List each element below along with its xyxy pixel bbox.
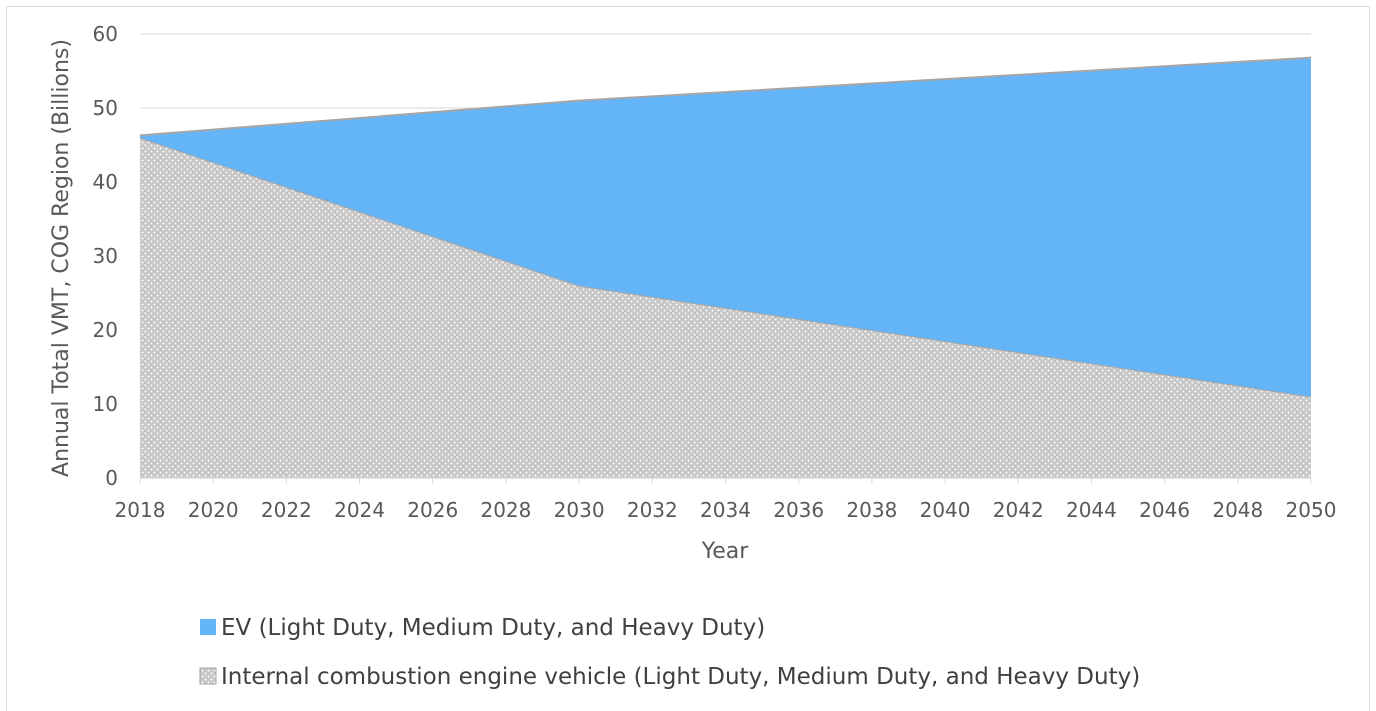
legend-swatch [199, 667, 217, 685]
x-tick-label: 2022 [261, 498, 312, 522]
x-tick-label: 2032 [627, 498, 678, 522]
x-tick-label: 2040 [920, 498, 971, 522]
y-tick-label: 40 [93, 170, 118, 194]
x-tick-label: 2026 [407, 498, 458, 522]
x-tick-label: 2036 [773, 498, 824, 522]
area-series-ev [140, 57, 1311, 397]
area-series [139, 56, 1312, 478]
y-axis-title: Annual Total VMT, COG Region (Billions) [49, 39, 74, 477]
y-tick-label: 50 [93, 96, 118, 120]
x-tick-label: 2034 [700, 498, 751, 522]
legend-swatch [200, 619, 216, 635]
x-tick-label: 2038 [846, 498, 897, 522]
legend: EV (Light Duty, Medium Duty, and Heavy D… [199, 615, 1140, 690]
x-tick-label: 2020 [188, 498, 239, 522]
y-tick-label: 10 [93, 392, 118, 416]
x-tick-label: 2048 [1212, 498, 1263, 522]
y-tick-label: 0 [105, 466, 118, 490]
y-tick-label: 30 [93, 244, 118, 268]
area-series-ice [140, 137, 1311, 478]
x-tick-label: 2046 [1139, 498, 1190, 522]
x-tick-label: 2042 [993, 498, 1044, 522]
x-tick-label: 2018 [115, 498, 166, 522]
x-tick-label: 2044 [1066, 498, 1117, 522]
legend-label: Internal combustion engine vehicle (Ligh… [221, 664, 1140, 690]
x-tick-label: 2024 [334, 498, 385, 522]
y-tick-label: 60 [93, 22, 118, 46]
y-tick-label: 20 [93, 318, 118, 342]
x-tick-label: 2050 [1286, 498, 1337, 522]
legend-label: EV (Light Duty, Medium Duty, and Heavy D… [221, 615, 765, 641]
x-tick-label: 2030 [554, 498, 605, 522]
x-axis-title: Year [701, 539, 750, 564]
area-edge-line [139, 56, 1312, 137]
x-tick-label: 2028 [480, 498, 531, 522]
